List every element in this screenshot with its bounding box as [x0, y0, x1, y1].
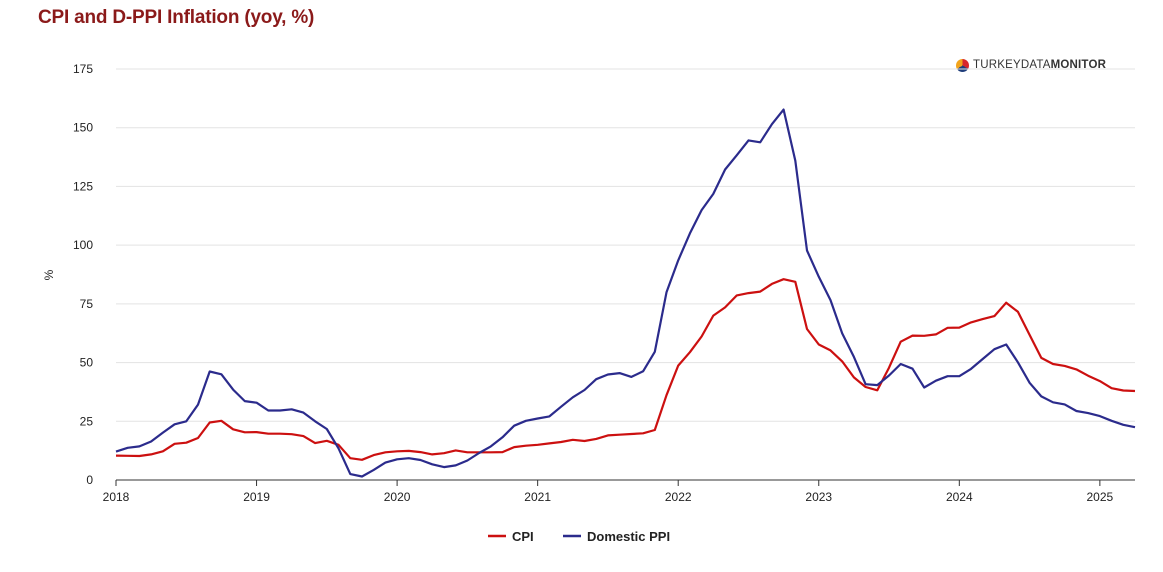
- x-tick-label: 2019: [243, 490, 270, 504]
- legend-label: CPI: [512, 529, 534, 544]
- x-tick-label: 2024: [946, 490, 973, 504]
- y-tick-label: 75: [80, 297, 94, 311]
- logo-text-light: TURKEYDATA: [973, 59, 1051, 71]
- x-tick-label: 2020: [384, 490, 411, 504]
- legend-item[interactable]: CPI: [488, 529, 534, 544]
- x-tick-label: 2022: [665, 490, 692, 504]
- y-tick-label: 175: [73, 62, 93, 76]
- x-tick-label: 2021: [524, 490, 551, 504]
- y-axis-label: %: [42, 269, 56, 280]
- y-axis-ticks: 0 25 50 75 100 125 150 175: [73, 62, 93, 487]
- y-tick-label: 125: [73, 179, 93, 193]
- gridlines: [116, 68, 1135, 481]
- legend-label: Domestic PPI: [587, 529, 670, 544]
- series-lines: [115, 108, 1136, 478]
- y-tick-label: 25: [80, 414, 94, 428]
- logo-text-bold: MONITOR: [1050, 59, 1107, 71]
- x-axis: 2018 2019 2020 2021 2022 2023 2024 2025: [103, 479, 1135, 504]
- logo-globe-icon: [956, 58, 969, 72]
- legend: CPI Domestic PPI: [488, 529, 670, 544]
- y-tick-label: 150: [73, 121, 93, 135]
- x-tick-label: 2023: [805, 490, 832, 504]
- chart-title: CPI and D-PPI Inflation (yoy, %): [38, 7, 315, 28]
- x-tick-label: 2018: [103, 490, 130, 504]
- x-tick-label: 2025: [1087, 490, 1114, 504]
- y-tick-label: 100: [73, 238, 93, 252]
- series-line-domestic-ppi: [115, 108, 1136, 478]
- turkeydatamonitor-logo: TURKEYDATA MONITOR: [956, 57, 1106, 73]
- series-line-cpi: [115, 278, 1136, 461]
- y-tick-label: 0: [86, 473, 93, 487]
- legend-item[interactable]: Domestic PPI: [563, 529, 670, 544]
- y-tick-label: 50: [80, 356, 94, 370]
